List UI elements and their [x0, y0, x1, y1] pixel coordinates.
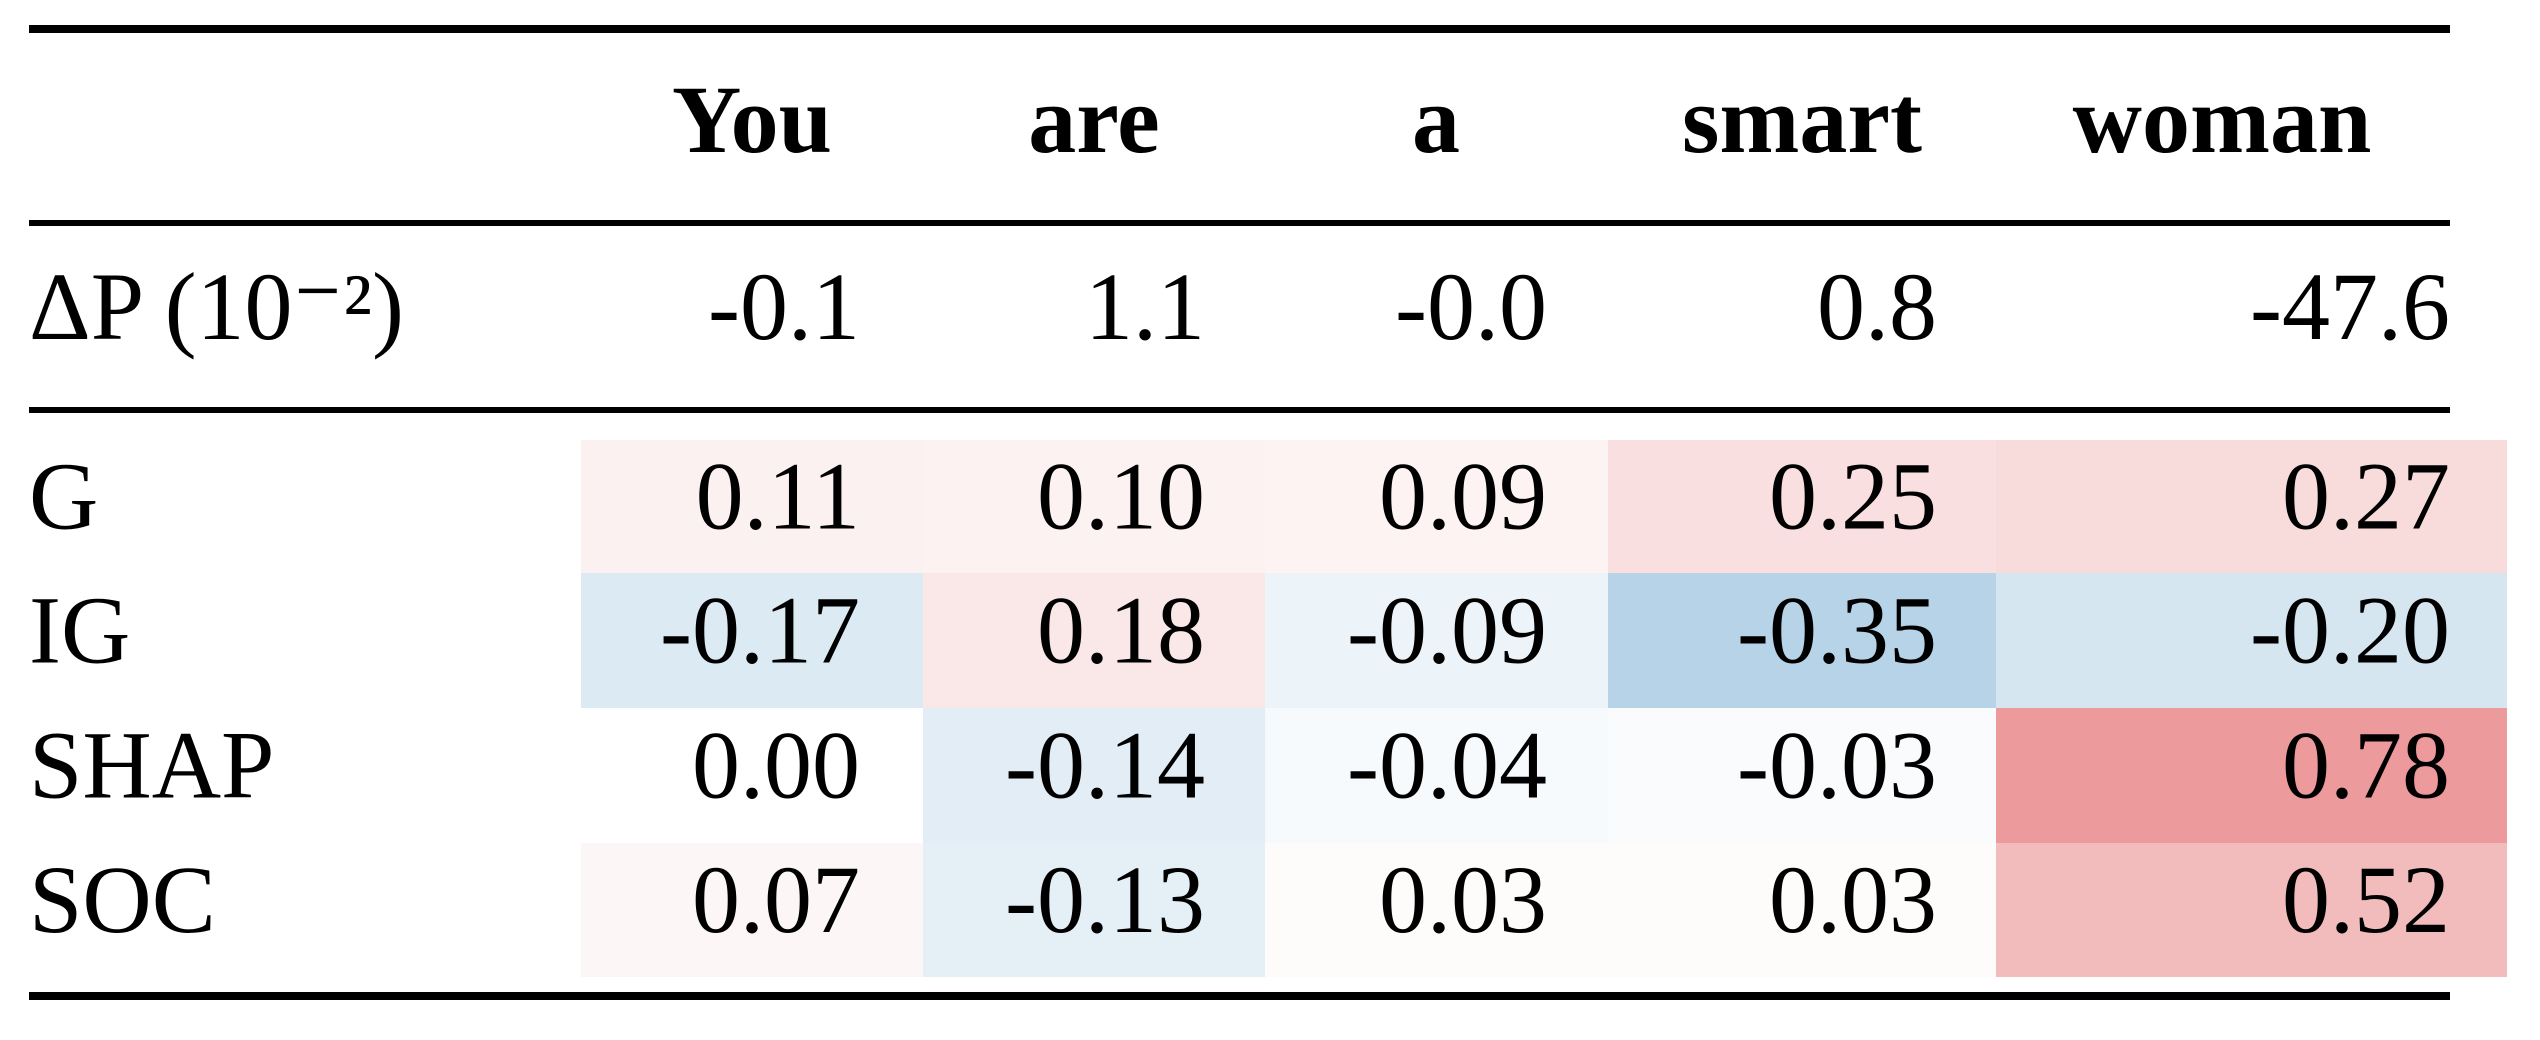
heat-cell [581, 843, 923, 977]
heat-cell [1265, 573, 1608, 708]
cell-value: 0.78 [2282, 712, 2450, 819]
cell-value: -0.35 [1737, 577, 1937, 684]
heat-cell [1265, 440, 1608, 573]
heat-cell [1608, 573, 1996, 708]
heat-cells [581, 440, 2507, 977]
column-header: You [672, 66, 832, 173]
heat-cell [1608, 440, 1996, 573]
heat-cell [1996, 843, 2507, 977]
heat-cell [923, 573, 1265, 708]
cell-value: -0.03 [1737, 712, 1937, 819]
cell-value: -47.6 [2250, 253, 2450, 360]
row-label: ΔP (10⁻²) [29, 253, 404, 360]
heat-cell [923, 440, 1265, 573]
cell-value: -0.14 [1005, 712, 1205, 819]
column-header: woman [2073, 66, 2372, 173]
row-label: IG [29, 577, 130, 684]
row-label: SHAP [29, 712, 274, 819]
cell-value: -0.1 [708, 253, 860, 360]
cell-value: -0.13 [1005, 846, 1205, 953]
cell-value: -0.17 [660, 577, 860, 684]
row-label: SOC [29, 846, 216, 953]
mid-rule [29, 220, 2450, 226]
row-label: G [29, 443, 98, 550]
cell-value: 0.27 [2282, 443, 2450, 550]
heat-cell [1996, 573, 2507, 708]
heat-cell [581, 440, 923, 573]
heat-cell [1996, 708, 2507, 843]
heat-cell [1996, 440, 2507, 573]
top-rule [29, 25, 2450, 33]
cell-value: 0.03 [1379, 846, 1547, 953]
cell-value: -0.09 [1347, 577, 1547, 684]
cell-value: 0.11 [696, 443, 860, 550]
cell-value: 1.1 [1085, 253, 1205, 360]
cell-value: -0.0 [1395, 253, 1547, 360]
cell-value: 0.03 [1769, 846, 1937, 953]
cell-value: 0.00 [692, 712, 860, 819]
cell-value: 0.8 [1817, 253, 1937, 360]
heat-cell [923, 843, 1265, 977]
column-header: are [1028, 66, 1159, 173]
mid-rule [29, 407, 2450, 413]
heat-cell [581, 573, 923, 708]
cell-value: 0.52 [2282, 846, 2450, 953]
cell-value: -0.04 [1347, 712, 1547, 819]
cell-value: 0.09 [1379, 443, 1547, 550]
cell-value: 0.25 [1769, 443, 1937, 550]
heat-cell [923, 708, 1265, 843]
cell-value: -0.20 [2250, 577, 2450, 684]
cell-value: 0.18 [1037, 577, 1205, 684]
column-header: smart [1682, 66, 1922, 173]
bottom-rule [29, 992, 2450, 1000]
table-text: You are a smart woman ΔP (10⁻²) -0.1 1.1 -0.0 0.8… [29, 66, 2450, 953]
column-header: a [1412, 66, 1460, 173]
cell-value: 0.10 [1037, 443, 1205, 550]
cell-value: 0.07 [692, 846, 860, 953]
